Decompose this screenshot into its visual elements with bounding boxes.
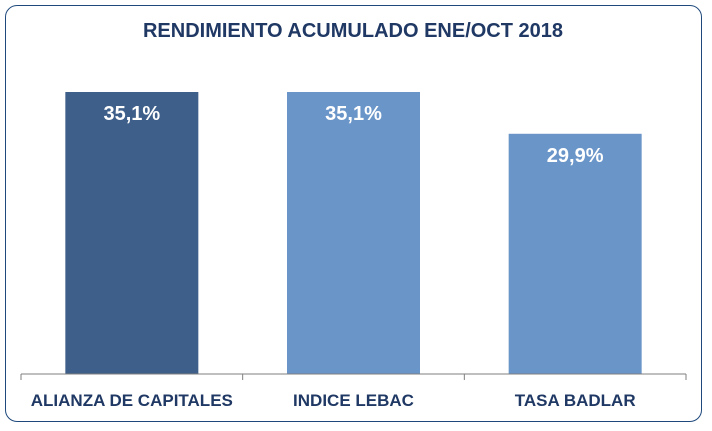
bar-2 [287,92,420,374]
category-label-3: TASA BADLAR [515,391,636,410]
chart-title: RENDIMIENTO ACUMULADO ENE/OCT 2018 [143,20,563,42]
x-axis: ALIANZA DE CAPITALES INDICE LEBAC TASA BAD… [20,373,687,410]
bar-value-label-1: 35,1% [103,103,160,125]
bar-3 [508,133,642,374]
category-label-2: INDICE LEBAC [293,391,414,410]
bar-value-label-2: 35,1% [325,103,382,125]
category-label-1: ALIANZA DE CAPITALES [31,391,233,410]
bar-1 [65,92,199,374]
bar-value-label-3: 29,9% [547,145,604,167]
bars-group: 35,1% 35,1% 29,9% [65,92,642,374]
